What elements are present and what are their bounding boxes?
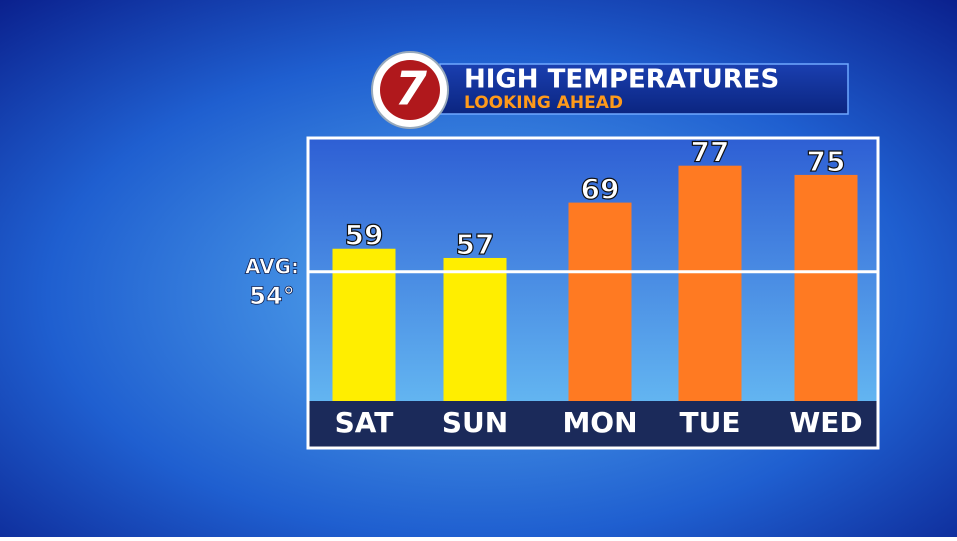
x-tick-label: SAT xyxy=(335,406,394,439)
chart-title: HIGH TEMPERATURES xyxy=(464,65,779,95)
logo-text: 7 xyxy=(395,62,427,116)
bar xyxy=(443,257,507,401)
bar xyxy=(568,202,632,401)
title-banner xyxy=(439,63,849,115)
chart-subtitle: LOOKING AHEAD xyxy=(464,93,623,113)
logo-disc xyxy=(380,60,440,120)
bar xyxy=(332,248,396,401)
average-value-label: 54° xyxy=(249,282,294,310)
bar xyxy=(794,174,858,401)
plot-border xyxy=(306,136,880,450)
value-label: 77 xyxy=(691,136,730,169)
x-tick-label: MON xyxy=(562,406,637,439)
value-label: 57 xyxy=(456,228,495,261)
x-tick-label: WED xyxy=(789,406,862,439)
bar xyxy=(678,165,742,401)
value-label: 59 xyxy=(345,219,384,252)
category-band xyxy=(308,401,878,448)
value-label: 75 xyxy=(807,145,846,178)
x-tick-label: SUN xyxy=(442,406,508,439)
value-label: 69 xyxy=(581,173,620,206)
average-label: AVG: xyxy=(245,255,299,279)
x-tick-label: TUE xyxy=(680,406,741,439)
